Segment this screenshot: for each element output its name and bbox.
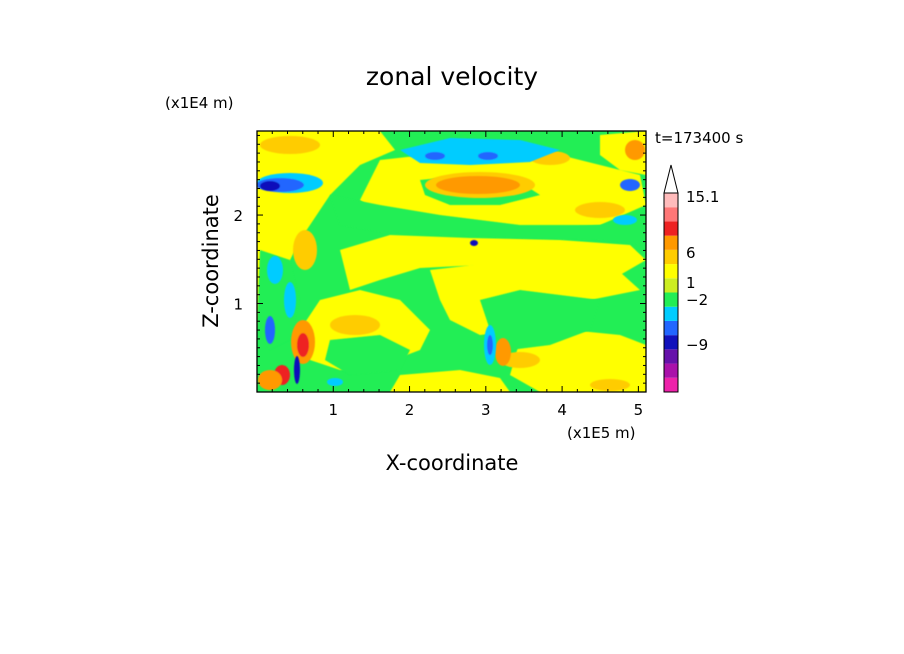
colorbar-band xyxy=(664,377,678,392)
colorbar-label-1: 1 xyxy=(686,274,696,292)
orange-patch-center-plume xyxy=(495,338,511,366)
cyan-stripe-left-1 xyxy=(267,256,283,284)
colorbar-band xyxy=(664,249,678,265)
x-axis-label: X-coordinate xyxy=(386,451,519,475)
colorbar-band xyxy=(664,363,678,378)
colorbar-band xyxy=(664,335,678,350)
yellow-region-bottom-center xyxy=(390,370,510,392)
x-axis-ticks: 1 2 3 4 5 xyxy=(271,131,644,419)
blue-spot-upper-1 xyxy=(425,152,445,160)
cyan-spot-lower-left xyxy=(327,378,343,386)
colorbar-label-15-1: 15.1 xyxy=(686,188,719,206)
x-tick-label: 5 xyxy=(634,401,644,419)
yellow-region-middle xyxy=(340,235,646,290)
plot-frame xyxy=(256,130,647,393)
colorbar-band xyxy=(664,278,678,293)
orange-blob-right-upper xyxy=(625,140,645,160)
colorbar-band xyxy=(664,221,678,236)
chart-title: zonal velocity xyxy=(366,62,538,91)
orange-blob-lower-left-1 xyxy=(330,315,380,335)
colorbar-band xyxy=(664,264,678,279)
x-tick-label: 1 xyxy=(329,401,339,419)
colorbar: 15.1 6 1 −2 −9 xyxy=(663,164,719,393)
blue-stripe-left xyxy=(265,316,275,344)
x-tick-label: 2 xyxy=(405,401,415,419)
velocity-field xyxy=(257,131,646,392)
colorbar-frame xyxy=(663,192,679,393)
orange-blob-right xyxy=(575,202,625,218)
red-core-left-plume xyxy=(297,333,309,357)
orange-blob-left-middle xyxy=(293,230,317,270)
colorbar-overflow-arrow xyxy=(663,164,679,194)
colorbar-band xyxy=(664,235,678,250)
orange-core-upper-center xyxy=(436,176,520,194)
blue-spot-upper-2 xyxy=(478,152,498,160)
cyan-stripe-left-2 xyxy=(284,282,296,318)
y-axis-label: Z-coordinate xyxy=(199,194,223,328)
time-label: t=173400 s xyxy=(655,129,743,147)
orange-blob-lower-right xyxy=(590,379,630,391)
colorbar-band xyxy=(664,292,678,307)
blue-spot-middle xyxy=(470,240,478,246)
green-patch-lower-left xyxy=(325,335,410,375)
blue-stripe-plume xyxy=(294,356,300,384)
orange-patch-bottom-left xyxy=(258,370,282,390)
green-band-middle xyxy=(330,195,646,245)
cyan-spot-right xyxy=(613,215,637,225)
blue-spot-right xyxy=(620,179,640,191)
y-tick-label: 2 xyxy=(233,207,243,225)
x-tick-label: 4 xyxy=(557,401,567,419)
green-wedge-lower xyxy=(480,290,600,350)
colorbar-label-neg2: −2 xyxy=(686,291,708,309)
blue-plume-center xyxy=(487,335,493,355)
navy-core-upper-left xyxy=(260,181,280,191)
y-tick-label: 1 xyxy=(233,296,243,314)
colorbar-band xyxy=(664,207,678,222)
colorbar-label-neg9: −9 xyxy=(686,336,708,354)
y-unit-label: (x1E4 m) xyxy=(165,94,234,112)
colorbar-band xyxy=(664,193,678,208)
x-unit-label: (x1E5 m) xyxy=(567,424,636,442)
orange-blob-top-left xyxy=(260,136,320,154)
colorbar-band xyxy=(664,306,678,321)
y-axis-ticks: 12 xyxy=(233,134,646,384)
colorbar-band xyxy=(664,349,678,364)
colorbar-label-6: 6 xyxy=(686,244,696,262)
x-tick-label: 3 xyxy=(481,401,491,419)
colorbar-band xyxy=(664,320,678,336)
